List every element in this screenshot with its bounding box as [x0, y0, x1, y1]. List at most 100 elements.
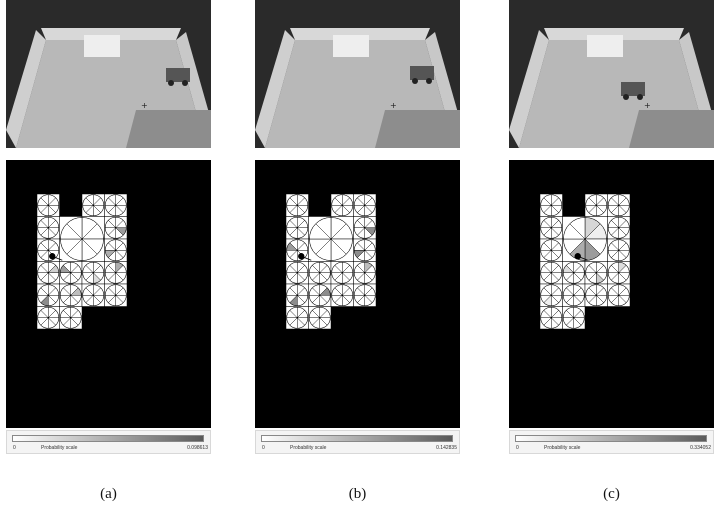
white-board — [587, 35, 623, 57]
floor-marker: + — [644, 101, 651, 110]
orientation-wedge — [66, 217, 83, 240]
panel-caption: (b) — [348, 486, 367, 502]
orientation-wedge — [289, 284, 298, 296]
orientation-wedge — [356, 216, 365, 229]
orientation-wedge — [334, 194, 343, 206]
orientation-wedge — [40, 261, 49, 274]
robot — [621, 82, 645, 96]
scale-max-label: 0.098613 — [187, 445, 208, 451]
orientation-wedge — [289, 306, 298, 319]
robot-heading-arrow — [52, 255, 63, 261]
robot-heading-arrow — [577, 255, 588, 261]
orientation-wedge — [107, 284, 116, 296]
orientation-wedge — [289, 194, 298, 206]
robot-wheel — [412, 78, 418, 84]
orientation-wedge — [40, 306, 49, 319]
scale-max-label: 0.142835 — [436, 445, 457, 451]
grid-group — [36, 193, 128, 330]
occupancy-grid — [36, 193, 128, 330]
floor-marker: + — [141, 101, 148, 110]
left-wall — [509, 30, 549, 148]
orientation-wedge — [543, 216, 552, 229]
robot — [166, 68, 190, 82]
grid-group — [539, 193, 631, 330]
floor-marker: + — [390, 101, 397, 110]
probability-scale-bar: 0 Probability scale 0.334052 — [509, 430, 714, 454]
orientation-wedge — [356, 194, 365, 206]
arena-photo: + — [509, 0, 714, 148]
robot-wheel — [637, 94, 643, 100]
arena-photo: + — [6, 0, 211, 148]
robot-wheel — [426, 78, 432, 84]
arena-photo: + — [255, 0, 460, 148]
robot-wheel — [168, 80, 174, 86]
probability-scale-bar: 0 Probability scale 0.142835 — [255, 430, 460, 454]
orientation-wedge — [107, 216, 116, 229]
white-board — [333, 35, 369, 57]
scale-min-label: 0 — [262, 445, 265, 451]
orientation-wedge — [289, 239, 298, 251]
orientation-wedge — [40, 284, 49, 296]
occupancy-grid — [539, 193, 631, 330]
robot-wheel — [623, 94, 629, 100]
orientation-wedge — [588, 194, 597, 206]
orientation-wedge — [565, 306, 574, 319]
orientation-wedge — [610, 194, 619, 206]
scale-gradient — [261, 435, 453, 442]
orientation-wedge — [62, 261, 71, 274]
orientation-wedge — [315, 217, 332, 240]
orientation-wedge — [289, 261, 298, 274]
scale-gradient — [515, 435, 707, 442]
grid-group — [285, 193, 377, 330]
orientation-wedge — [543, 194, 552, 206]
orientation-wedge — [356, 284, 365, 296]
scale-min-label: 0 — [13, 445, 16, 451]
orientation-wedge — [107, 261, 116, 274]
orientation-wedge — [356, 239, 365, 251]
panel-b: + 0 Probability scale 0.142835 (b) — [255, 0, 460, 512]
back-wall — [290, 28, 430, 40]
orientation-wedge — [543, 284, 552, 296]
orientation-wedge — [588, 284, 597, 296]
orientation-wedge — [85, 284, 94, 296]
arena-photo-scene: + — [255, 0, 460, 148]
orientation-wedge — [311, 261, 320, 274]
probability-scale-bar: 0 Probability scale 0.098613 — [6, 430, 211, 454]
scale-title-label: Probability scale — [290, 445, 327, 451]
orientation-wedge — [610, 284, 619, 296]
orientation-wedge — [610, 239, 619, 251]
orientation-wedge — [356, 261, 365, 274]
scale-title-label: Probability scale — [544, 445, 581, 451]
orientation-wedge — [565, 261, 574, 274]
orientation-wedge — [588, 261, 597, 274]
panel-caption: (a) — [100, 486, 117, 502]
white-board — [84, 35, 120, 57]
back-wall — [41, 28, 181, 40]
scale-title-label: Probability scale — [41, 445, 78, 451]
orientation-wedge — [85, 261, 94, 274]
foreground-wall — [126, 110, 211, 148]
orientation-wedge — [569, 217, 586, 240]
orientation-wedge — [85, 194, 94, 206]
orientation-wedge — [543, 306, 552, 319]
probability-map — [6, 160, 211, 428]
panel-c: + 0 Probability scale 0.334052 (c) — [509, 0, 714, 512]
orientation-wedge — [543, 261, 552, 274]
orientation-wedge — [610, 261, 619, 274]
orientation-wedge — [62, 284, 71, 296]
panel-caption: (c) — [603, 486, 620, 502]
arena-photo-scene: + — [6, 0, 211, 148]
scale-max-label: 0.334052 — [690, 445, 711, 451]
robot-heading-arrow — [301, 255, 312, 261]
panel-a: + 0 Probability scale 0.098613 (a) — [6, 0, 211, 512]
foreground-wall — [375, 110, 460, 148]
back-wall — [544, 28, 684, 40]
orientation-wedge — [40, 194, 49, 206]
left-wall — [255, 30, 295, 148]
orientation-wedge — [543, 239, 552, 251]
orientation-wedge — [334, 284, 343, 296]
orientation-wedge — [311, 306, 320, 319]
orientation-wedge — [40, 216, 49, 229]
robot — [410, 66, 434, 80]
orientation-wedge — [40, 239, 49, 251]
